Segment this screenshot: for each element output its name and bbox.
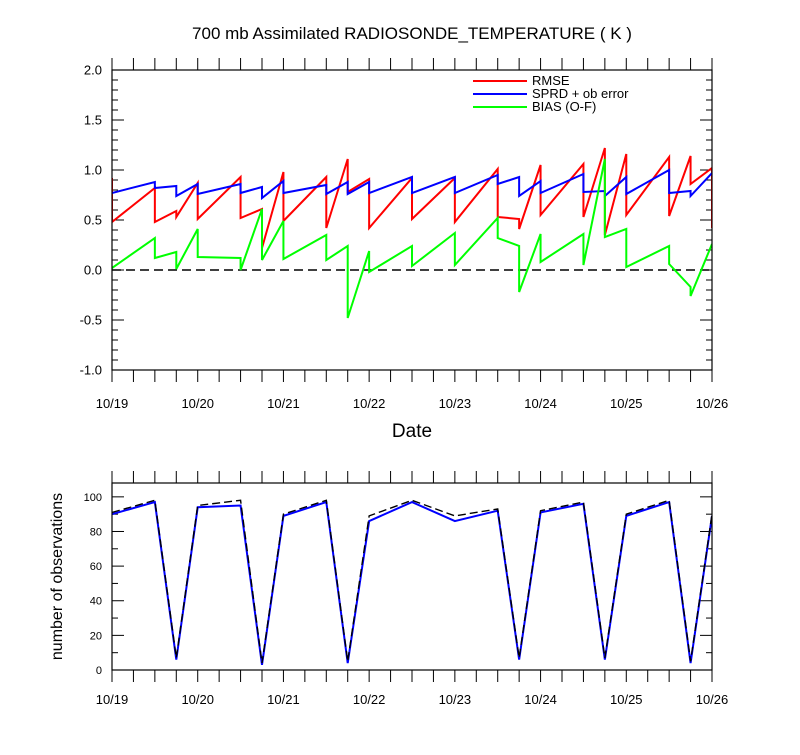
top-x-tick-label: 10/23 <box>439 396 472 411</box>
top-y-tick-label: 1.5 <box>84 113 102 128</box>
top-series-bias-o-f-line <box>112 158 712 319</box>
bottom-x-tick-label: 10/19 <box>96 692 129 707</box>
bottom-x-tick-label: 10/23 <box>439 692 472 707</box>
legend-label-sprd-ob-error: SPRD + ob error <box>532 86 629 101</box>
bottom-y-tick-label: 60 <box>90 561 102 573</box>
top-x-tick-label: 10/25 <box>610 396 643 411</box>
bottom-y-tick-label: 0 <box>96 665 102 677</box>
bottom-x-tick-label: 10/26 <box>696 692 729 707</box>
chart-title: 700 mb Assimilated RADIOSONDE_TEMPERATUR… <box>192 24 632 43</box>
legend-label-bias-o-f: BIAS (O-F) <box>532 99 596 114</box>
bottom-x-tick-label: 10/21 <box>267 692 300 707</box>
top-y-tick-label: 0.0 <box>84 263 102 278</box>
top-x-tick-label: 10/22 <box>353 396 386 411</box>
top-y-tick-label: 0.5 <box>84 213 102 228</box>
bottom-series-solid-line <box>112 500 712 665</box>
bottom-x-tick-label: 10/25 <box>610 692 643 707</box>
top-y-tick-label: -1.0 <box>80 363 102 378</box>
bottom-y-tick-label: 80 <box>90 526 102 538</box>
top-panel: -1.0 -0.5 0.0 0.5 1.0 1.5 2.0 10/19 10/20 10/21 10… <box>80 58 729 442</box>
top-x-tick-label: 10/21 <box>267 396 300 411</box>
top-x-axis-title: Date <box>392 421 432 442</box>
bottom-y-tick-label: 20 <box>90 630 102 642</box>
bottom-x-tick-label: 10/22 <box>353 692 386 707</box>
bottom-y-tick-label: 40 <box>90 596 102 608</box>
top-series-rmse-line <box>112 147 712 249</box>
top-x-tick-label: 10/20 <box>181 396 214 411</box>
bottom-x-tick-label: 10/20 <box>181 692 214 707</box>
top-y-tick-label: 1.0 <box>84 163 102 178</box>
bottom-plot-frame <box>111 482 713 671</box>
top-y-tick-label: -0.5 <box>80 313 102 328</box>
bottom-series-group <box>112 499 712 665</box>
legend-label-rmse: RMSE <box>532 73 570 88</box>
top-plot-frame <box>111 69 713 371</box>
top-y-tick-label: 2.0 <box>84 63 102 78</box>
bottom-x-tick-label: 10/24 <box>524 692 557 707</box>
top-x-tick-label: 10/26 <box>696 396 729 411</box>
top-series-sprd-ob-error-line <box>112 168 712 201</box>
top-series-group <box>112 147 712 319</box>
top-x-tick-label: 10/24 <box>524 396 557 411</box>
bottom-y-tick-label: 100 <box>84 492 102 504</box>
bottom-y-axis-title: number of observations <box>49 493 66 660</box>
top-x-tick-label: 10/19 <box>96 396 129 411</box>
bottom-series-dashed-line <box>112 499 712 664</box>
bottom-panel: 0 20 40 60 80 100 10/19 10/20 10/21 10/22 10/23 10/… <box>49 471 728 707</box>
